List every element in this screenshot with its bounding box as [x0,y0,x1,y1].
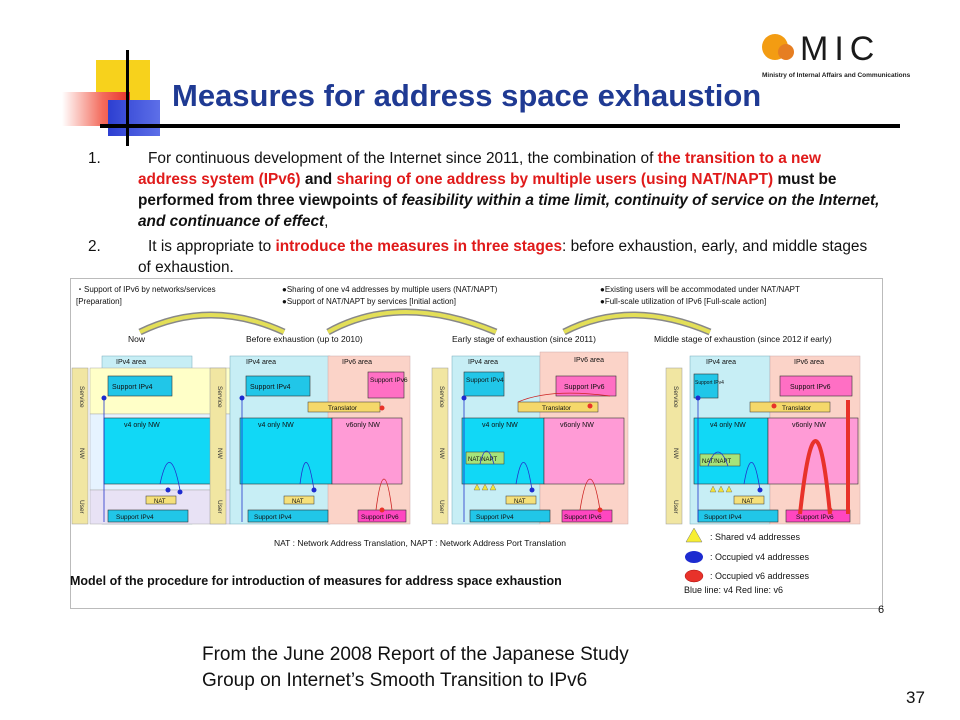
svg-text:NW: NW [216,448,223,460]
point-1-end: , [324,213,329,230]
svg-text:IPv6 area: IPv6 area [574,357,604,364]
panel-before-exhaustion: Service NW User IPv4 area IPv6 area Supp… [209,355,411,525]
point-1-text: For continuous development of the Intern… [148,150,658,167]
source-caption-line1: From the June 2008 Report of the Japanes… [202,644,629,665]
svg-text:v4 only NW: v4 only NW [710,422,746,429]
svg-text:Translator: Translator [542,405,572,412]
svg-text:Support IPv6: Support IPv6 [790,384,831,391]
svg-text:Support IPv4: Support IPv4 [704,514,742,521]
note-col3-line2: ●Full-scale utilization of IPv6 [Full-sc… [600,297,766,306]
svg-text:v6only NW: v6only NW [346,422,380,429]
svg-text:Support IPv4: Support IPv4 [250,384,291,391]
legend-shared: : Shared v4 addresses [710,532,801,542]
legend: : Shared v4 addresses : Occupied v4 addr… [684,527,810,595]
stage-label-early: Early stage of exhaustion (since 2011) [452,334,596,344]
note-col1-line2: [Preparation] [76,297,122,306]
svg-text:NAT/NAPT: NAT/NAPT [468,457,498,463]
logo-orange-dot-icon [778,44,794,60]
stage-label-before: Before exhaustion (up to 2010) [246,334,363,344]
abbrev-line: NAT : Network Address Translation, NAPT … [274,538,566,548]
note-col2-line1: ●Sharing of one v4 addresses by multiple… [282,285,498,294]
svg-text:Support IPv6: Support IPv6 [796,514,834,521]
svg-text:NAT/NAPT: NAT/NAPT [702,459,732,465]
diagram-caption: Model of the procedure for introduction … [70,574,562,588]
svg-text:IPv4 area: IPv4 area [706,359,736,366]
svg-text:Support IPv4: Support IPv4 [476,514,514,521]
support-ipv4-user-box: Support IPv4 [116,514,154,521]
svg-text:NAT: NAT [292,499,304,505]
point-2-number: 2. [88,238,101,255]
transition-diagram: ・Support of IPv6 by networks/services [P… [70,278,883,609]
slide-title: Measures for address space exhaustion [172,78,762,113]
legend-lines: Blue line: v4 Red line: v6 [684,585,783,595]
logo-text: MIC [800,30,881,68]
svg-text:Service: Service [216,386,223,408]
point-1-highlight-b: sharing of one address by multiple users… [336,171,774,188]
svg-text:User: User [438,500,445,515]
svg-text:Support IPv6: Support IPv6 [564,514,602,521]
title-underline [100,124,900,128]
point-2-highlight: introduce the measures in three stages [275,238,563,255]
row-label-nw: NW [78,448,85,460]
note-col1-line1: ・Support of IPv6 by networks/services [76,285,216,294]
source-caption-line2: Group on Internet’s Smooth Transition to… [202,670,588,691]
svg-text:IPv4 area: IPv4 area [246,359,276,366]
svg-text:IPv4 area: IPv4 area [468,359,498,366]
svg-text:v6only NW: v6only NW [560,422,594,429]
svg-text:IPv6 area: IPv6 area [794,359,824,366]
stage-label-middle: Middle stage of exhaustion (since 2012 i… [654,334,832,344]
page-number: 37 [906,688,925,707]
inner-page-number: 6 [878,604,885,616]
svg-text:User: User [672,500,679,515]
point-1-number: 1. [88,150,101,167]
svg-text:Service: Service [672,386,679,408]
occupied-v4-dot-icon [685,551,703,563]
svg-text:Translator: Translator [782,405,812,412]
svg-text:Translator: Translator [328,405,358,412]
shared-address-triangle-icon [685,527,703,543]
svg-text:Support IPv6: Support IPv6 [370,377,408,384]
panel-early-stage: Service NW User IPv4 area IPv6 area Supp… [431,351,629,525]
panel-now: Service NW User IPv4 area Support IPv4 v… [71,355,231,525]
svg-text:Support IPv4: Support IPv4 [254,514,292,521]
point-2-text-b: : before exhaustion, early, and middle s… [138,238,868,276]
svg-text:NAT: NAT [514,499,526,505]
svg-text:Support IPv4: Support IPv4 [466,377,504,384]
note-col3-line1: ●Existing users will be accommodated und… [600,285,800,294]
stage-label-now: Now [128,334,146,344]
decoration-blue-square [108,100,160,136]
svg-text:v6only NW: v6only NW [792,422,826,429]
row-label-service: Service [78,386,85,408]
svg-text:NW: NW [672,448,679,460]
svg-text:Support IPv6: Support IPv6 [361,514,399,521]
logo-subtext: Ministry of Internal Affairs and Communi… [762,72,911,79]
point-1-italic: feasibility within a time limit, continu… [138,192,880,230]
decoration-vertical-line [126,50,129,146]
point-1-and: and [300,171,337,188]
svg-text:v4 only NW: v4 only NW [258,422,294,429]
ipv4-area-label: IPv4 area [116,359,146,366]
note-col2-line2: ●Support of NAT/NAPT by services [Initia… [282,297,456,306]
source-caption: From the June 2008 Report of the Japanes… [202,642,629,694]
v4-only-nw-box: v4 only NW [124,422,160,429]
svg-text:Support IPv4: Support IPv4 [695,380,724,386]
point-1-text-b: must be performed from three viewpoints … [138,171,837,209]
point-2-text: It is appropriate to [148,238,276,255]
nat-box: NAT [154,499,166,505]
svg-text:v4 only NW: v4 only NW [482,422,518,429]
svg-text:NW: NW [438,448,445,460]
point-1-highlight-a: the transition to a new address system (… [138,150,821,188]
panel-middle-stage: Service NW User IPv4 area IPv6 area Supp… [665,355,861,525]
svg-text:Support IPv6: Support IPv6 [564,384,605,391]
legend-occupied-v4: : Occupied v4 addresses [710,552,810,562]
row-label-user: User [78,500,85,515]
svg-text:IPv6 area: IPv6 area [342,359,372,366]
legend-occupied-v6: : Occupied v6 addresses [710,571,810,581]
occupied-v6-dot-icon [684,569,704,583]
svg-text:User: User [216,500,223,515]
svg-text:Service: Service [438,386,445,408]
svg-text:NAT: NAT [742,499,754,505]
support-ipv4-box: Support IPv4 [112,384,153,391]
